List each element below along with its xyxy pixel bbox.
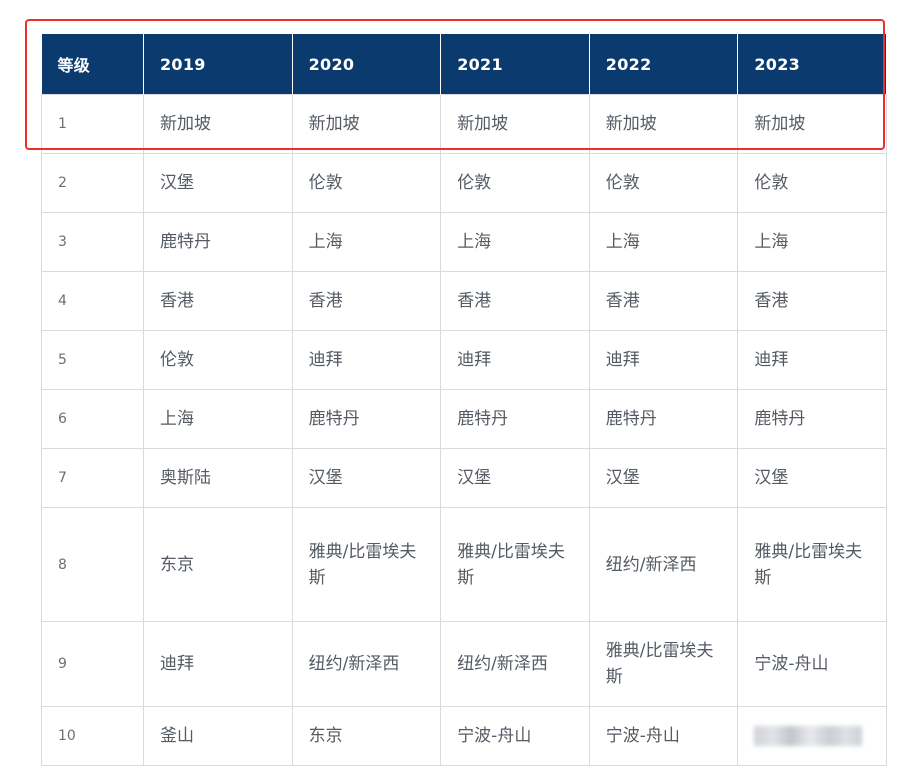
table-cell: 新加坡 — [291, 94, 442, 154]
table-cell: 纽约/新泽西 — [440, 621, 590, 707]
table-cell: 上海 — [737, 212, 887, 272]
table-row: 3 鹿特丹 上海 上海 上海 上海 — [41, 212, 887, 272]
table-cell: 纽约/新泽西 — [588, 507, 739, 622]
table-cell: 汉堡 — [588, 448, 739, 508]
table-cell: 纽约/新泽西 — [291, 621, 442, 707]
header-rank[interactable]: 等级 — [41, 34, 144, 95]
table-cell: 雅典/比雷埃夫斯 — [588, 621, 739, 707]
table-cell: 鹿特丹 — [143, 212, 293, 272]
table-cell: 鹿特丹 — [291, 389, 442, 449]
table-row: 7 奥斯陆 汉堡 汉堡 汉堡 汉堡 — [41, 448, 887, 508]
table-cell: 鹿特丹 — [440, 389, 590, 449]
table-cell: 东京 — [143, 507, 293, 622]
table-row: 4 香港 香港 香港 香港 香港 — [41, 271, 887, 331]
table-row: 2 汉堡 伦敦 伦敦 伦敦 伦敦 — [41, 153, 887, 213]
header-2019[interactable]: 2019 — [143, 34, 293, 95]
table-cell: 宁波-舟山 — [737, 621, 887, 707]
table-row: 5 伦敦 迪拜 迪拜 迪拜 迪拜 — [41, 330, 887, 390]
table-row: 6 上海 鹿特丹 鹿特丹 鹿特丹 鹿特丹 — [41, 389, 887, 449]
table-cell: 汉堡 — [291, 448, 442, 508]
table-cell: 迪拜 — [588, 330, 739, 390]
table-cell: 宁波-舟山 — [588, 706, 739, 766]
table-cell: 上海 — [143, 389, 293, 449]
table-cell: 鹿特丹 — [737, 389, 887, 449]
table-cell: 香港 — [440, 271, 590, 331]
table-cell: 鹿特丹 — [588, 389, 739, 449]
blurred-watermark — [754, 726, 863, 746]
rank-cell: 5 — [41, 330, 144, 390]
rank-cell: 10 — [41, 706, 144, 766]
header-2021[interactable]: 2021 — [440, 34, 590, 95]
rank-cell: 1 — [41, 94, 144, 154]
table-cell: 雅典/比雷埃夫斯 — [737, 507, 887, 622]
rank-cell: 7 — [41, 448, 144, 508]
table-cell: 香港 — [737, 271, 887, 331]
table-row: 8 东京 雅典/比雷埃夫斯 雅典/比雷埃夫斯 纽约/新泽西 雅典/比雷埃夫斯 — [41, 507, 887, 622]
table-cell: 宁波-舟山 — [440, 706, 590, 766]
table-cell: 东京 — [291, 706, 442, 766]
table-row: 1 新加坡 新加坡 新加坡 新加坡 新加坡 — [41, 94, 887, 154]
table-cell: 香港 — [588, 271, 739, 331]
table-cell: 新加坡 — [737, 94, 887, 154]
header-2022[interactable]: 2022 — [588, 34, 738, 95]
table-cell: 迪拜 — [440, 330, 590, 390]
rank-cell: 6 — [41, 389, 144, 449]
port-ranking-table: 等级 2019 2020 2021 2022 2023 1 新加坡 新加坡 新加… — [41, 34, 887, 766]
table-cell: 香港 — [291, 271, 442, 331]
table-cell: 迪拜 — [737, 330, 887, 390]
table-cell: 上海 — [291, 212, 442, 272]
header-2023[interactable]: 2023 — [737, 34, 887, 95]
table-header-row: 等级 2019 2020 2021 2022 2023 — [41, 34, 887, 95]
table-cell: 新加坡 — [588, 94, 739, 154]
table-cell: 汉堡 — [143, 153, 293, 213]
table-cell: 上海 — [588, 212, 739, 272]
table-cell: 香港 — [143, 271, 293, 331]
rank-cell: 3 — [41, 212, 144, 272]
table-cell: 汉堡 — [440, 448, 590, 508]
table-cell: 伦敦 — [440, 153, 590, 213]
rank-cell: 9 — [41, 621, 144, 707]
table-cell: 釜山 — [143, 706, 293, 766]
blurred-cell — [737, 706, 887, 766]
table-cell: 汉堡 — [737, 448, 887, 508]
table-cell: 伦敦 — [588, 153, 739, 213]
table-row: 9 迪拜 纽约/新泽西 纽约/新泽西 雅典/比雷埃夫斯 宁波-舟山 — [41, 621, 887, 707]
table-cell: 伦敦 — [291, 153, 442, 213]
table-cell: 迪拜 — [291, 330, 442, 390]
table-cell: 奥斯陆 — [143, 448, 293, 508]
rank-cell: 2 — [41, 153, 144, 213]
table-cell: 伦敦 — [737, 153, 887, 213]
table-cell: 雅典/比雷埃夫斯 — [440, 507, 590, 622]
table-cell: 雅典/比雷埃夫斯 — [291, 507, 442, 622]
table-cell: 新加坡 — [440, 94, 590, 154]
table-cell: 伦敦 — [143, 330, 293, 390]
rank-cell: 8 — [41, 507, 144, 622]
table-cell: 新加坡 — [143, 94, 293, 154]
table-cell: 迪拜 — [143, 621, 293, 707]
rank-cell: 4 — [41, 271, 144, 331]
table-row: 10 釜山 东京 宁波-舟山 宁波-舟山 — [41, 706, 887, 766]
table-cell: 上海 — [440, 212, 590, 272]
header-2020[interactable]: 2020 — [291, 34, 441, 95]
